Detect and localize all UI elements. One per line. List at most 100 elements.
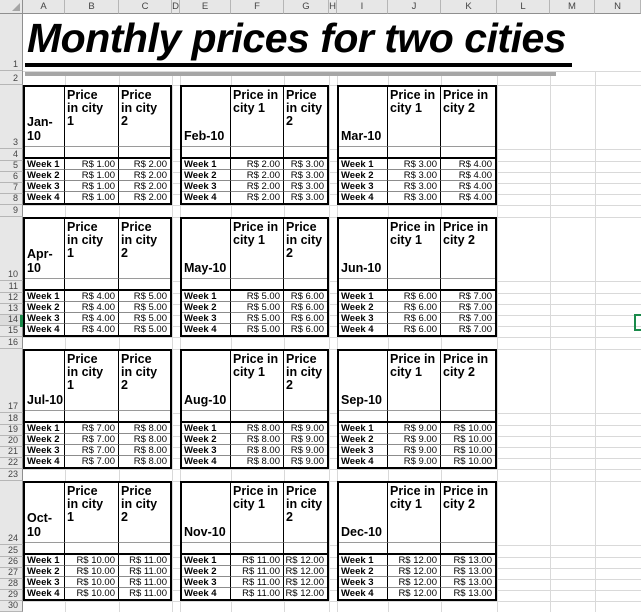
select-all-button[interactable] — [0, 0, 23, 14]
cell-spacer[interactable] — [441, 147, 495, 159]
cell-spacer[interactable] — [182, 147, 231, 159]
cell-price-header-city2[interactable]: Price in city 2 — [441, 87, 495, 147]
cell-spacer[interactable] — [284, 279, 327, 291]
cell-price-value[interactable]: R$ 11.00 — [119, 555, 170, 566]
cell-price-value[interactable]: R$ 10.00 — [441, 445, 495, 456]
cell-price-header-city1[interactable]: Price in city 1 — [65, 219, 119, 279]
cell-month-label[interactable]: Sep-10 — [339, 351, 388, 411]
cell-price-value[interactable]: R$ 4.00 — [441, 170, 495, 181]
cell-price-value[interactable]: R$ 7.00 — [65, 423, 119, 434]
cell-price-value[interactable]: R$ 12.00 — [388, 555, 441, 566]
cell-price-value[interactable]: R$ 1.00 — [65, 170, 119, 181]
cell-price-value[interactable]: R$ 4.00 — [441, 181, 495, 192]
column-header-F[interactable]: F — [231, 0, 284, 14]
cell-price-header-city2[interactable]: Price in city 2 — [284, 87, 327, 147]
cell-price-value[interactable]: R$ 5.00 — [119, 291, 170, 302]
row-header-25[interactable]: 25 — [0, 545, 23, 557]
cell-price-value[interactable]: R$ 1.00 — [65, 159, 119, 170]
column-header-G[interactable]: G — [284, 0, 329, 14]
cell-week-label[interactable]: Week 2 — [339, 170, 388, 181]
cell-price-value[interactable]: R$ 9.00 — [388, 423, 441, 434]
cell-price-value[interactable]: R$ 13.00 — [453, 588, 492, 599]
cell-price-header-city1[interactable]: Price in city 1 — [231, 87, 284, 147]
cell-week-label[interactable]: Week 1 — [339, 291, 388, 302]
cell-price-value[interactable]: R$ 10.00 — [441, 423, 495, 434]
cell-price-value[interactable]: R$ 8.00 — [231, 445, 284, 456]
cell-price-value[interactable]: R$ 4.00 — [458, 192, 492, 203]
cell-price-value[interactable]: R$ 11.00 — [231, 577, 284, 588]
cell-price-value[interactable]: R$ 6.00 — [284, 291, 327, 302]
cell-week-label[interactable]: Week 4 — [182, 456, 231, 467]
cell-price-value[interactable]: R$ 11.00 — [231, 566, 284, 577]
cell-spacer[interactable] — [441, 279, 495, 291]
cell-price-header-city2[interactable]: Price in city 2 — [119, 483, 170, 543]
active-cell-outline[interactable] — [634, 314, 641, 331]
cell-price-value[interactable]: R$ 9.00 — [284, 423, 327, 434]
cell-week-label[interactable]: Week 1 — [182, 291, 231, 302]
cell-week-label[interactable]: Week 1 — [339, 555, 388, 566]
cell-price-value[interactable]: R$ 9.00 — [290, 456, 324, 467]
cell-price-value[interactable]: R$ 12.00 — [388, 588, 441, 599]
cell-price-value[interactable]: R$ 13.00 — [441, 577, 495, 588]
cell-month-label[interactable]: Nov-10 — [182, 483, 231, 543]
cell-price-value[interactable]: R$ 9.00 — [388, 445, 441, 456]
cell-spacer[interactable] — [231, 279, 284, 291]
cell-spacer[interactable] — [441, 411, 495, 423]
cell-price-value[interactable]: R$ 11.00 — [119, 566, 170, 577]
row-header-30[interactable]: 30 — [0, 600, 23, 612]
cell-week-label[interactable]: Week 2 — [25, 434, 65, 445]
sheet-title-cell[interactable]: Monthly prices for two cities — [25, 15, 573, 68]
cell-price-value[interactable]: R$ 13.00 — [441, 566, 495, 577]
column-header-L[interactable]: L — [497, 0, 550, 14]
cell-spacer[interactable] — [284, 543, 327, 555]
cell-week-label[interactable]: Week 1 — [339, 159, 388, 170]
cell-week-label[interactable]: Week 4 — [182, 588, 231, 599]
cell-price-value[interactable]: R$ 5.00 — [119, 313, 170, 324]
cell-price-header-city2[interactable]: Price in city 2 — [441, 483, 495, 543]
cell-week-label[interactable]: Week 2 — [182, 566, 231, 577]
cell-price-header-city1[interactable]: Price in city 1 — [388, 483, 441, 543]
cell-spacer[interactable] — [231, 411, 284, 423]
cell-price-value[interactable]: R$ 12.00 — [388, 566, 441, 577]
cell-month-label[interactable]: Apr-10 — [25, 219, 65, 279]
cell-price-value[interactable]: R$ 6.00 — [388, 313, 441, 324]
row-header-16[interactable]: 16 — [0, 337, 23, 349]
cell-price-value[interactable]: R$ 10.00 — [65, 566, 119, 577]
cell-week-label[interactable]: Week 4 — [25, 192, 65, 203]
cell-price-value[interactable]: R$ 12.00 — [284, 555, 327, 566]
cell-price-value[interactable]: R$ 8.00 — [231, 434, 284, 445]
cell-price-value[interactable]: R$ 13.00 — [441, 555, 495, 566]
cell-month-label[interactable]: Jan-10 — [25, 87, 65, 147]
cell-week-label[interactable]: Week 4 — [339, 456, 388, 467]
row-header-19[interactable]: 19 — [0, 424, 23, 436]
cell-price-value[interactable]: R$ 2.00 — [231, 159, 284, 170]
column-header-J[interactable]: J — [388, 0, 441, 14]
cell-price-value[interactable]: R$ 5.00 — [231, 291, 284, 302]
cell-price-value[interactable]: R$ 11.00 — [231, 555, 284, 566]
cell-price-value[interactable]: R$ 8.00 — [231, 456, 284, 467]
column-header-E[interactable]: E — [180, 0, 231, 14]
cell-price-value[interactable]: R$ 2.00 — [133, 192, 167, 203]
cell-week-label[interactable]: Week 2 — [182, 170, 231, 181]
cell-price-value[interactable]: R$ 3.00 — [388, 192, 441, 203]
cell-month-label[interactable]: May-10 — [182, 219, 231, 279]
cell-price-value[interactable]: R$ 2.00 — [231, 170, 284, 181]
column-header-M[interactable]: M — [550, 0, 595, 14]
cell-price-value[interactable]: R$ 12.00 — [388, 577, 441, 588]
cell-price-value[interactable]: R$ 3.00 — [284, 159, 327, 170]
cell-week-label[interactable]: Week 4 — [25, 456, 65, 467]
cell-spacer[interactable] — [388, 147, 441, 159]
cell-week-label[interactable]: Week 2 — [25, 170, 65, 181]
cell-price-header-city1[interactable]: Price in city 1 — [388, 219, 441, 279]
row-header-23[interactable]: 23 — [0, 469, 23, 481]
cell-price-value[interactable]: R$ 10.00 — [453, 456, 492, 467]
cell-spacer[interactable] — [388, 411, 441, 423]
cell-week-label[interactable]: Week 1 — [25, 291, 65, 302]
cell-price-value[interactable]: R$ 7.00 — [458, 324, 492, 335]
cell-price-value[interactable]: R$ 6.00 — [388, 302, 441, 313]
cell-price-value[interactable]: R$ 7.00 — [441, 313, 495, 324]
column-header-K[interactable]: K — [441, 0, 497, 14]
cell-price-header-city1[interactable]: Price in city 1 — [65, 483, 119, 543]
cell-price-value[interactable]: R$ 7.00 — [65, 456, 119, 467]
cell-week-label[interactable]: Week 4 — [339, 324, 388, 335]
